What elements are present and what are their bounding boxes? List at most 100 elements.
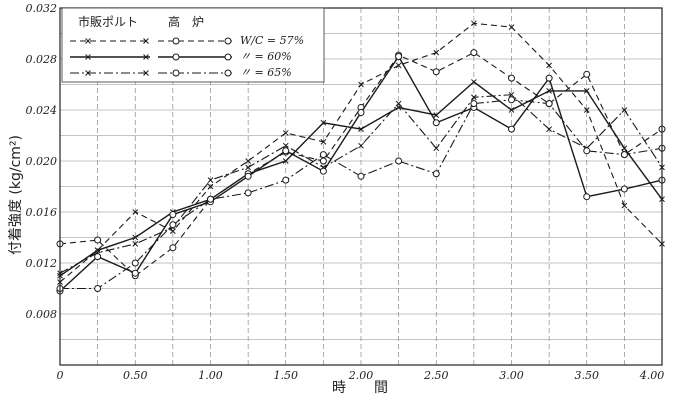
data-point-blast-furnace-wc57 xyxy=(508,74,515,82)
data-point-commercial-wc60 xyxy=(282,158,289,164)
marker-stroke xyxy=(433,145,440,152)
y-tick-label: 0.032 xyxy=(26,2,58,15)
data-point-commercial-wc65 xyxy=(282,142,289,149)
data-point-blast-furnace-wc65 xyxy=(207,195,214,203)
data-point-commercial-wc65 xyxy=(546,126,552,132)
data-point-commercial-wc57 xyxy=(320,139,327,145)
data-point-commercial-wc57 xyxy=(245,158,251,164)
data-point-blast-furnace-wc60 xyxy=(357,109,365,117)
data-point-blast-furnace-wc60 xyxy=(432,119,440,127)
marker-stroke xyxy=(85,38,91,44)
data-point-commercial-wc57 xyxy=(546,62,552,69)
marker-stroke xyxy=(282,130,289,136)
data-point-commercial-wc57 xyxy=(508,24,515,30)
legend-header-commercial: 市販ポルト xyxy=(78,14,138,29)
legend-marker-blast-furnace xyxy=(224,53,232,61)
data-point-commercial-wc57 xyxy=(207,183,214,190)
data-point-commercial-wc65 xyxy=(395,100,402,107)
legend-row-60: 〃 = 60% xyxy=(240,50,292,63)
data-point-commercial-wc65 xyxy=(245,164,251,171)
data-point-commercial-wc60 xyxy=(132,234,139,241)
data-point-blast-furnace-wc60 xyxy=(545,74,553,82)
marker-stroke xyxy=(508,107,515,113)
legend-header-blast-furnace: 高 炉 xyxy=(168,14,204,29)
x-axis-title: 時 間 xyxy=(332,380,388,396)
series-blast-furnace-wc60 xyxy=(56,52,666,295)
data-point-blast-furnace-wc60 xyxy=(395,52,403,60)
data-point-blast-furnace-wc65 xyxy=(583,147,591,155)
x-tick-label: 1.50 xyxy=(274,369,299,382)
data-point-blast-furnace-wc65 xyxy=(620,151,628,159)
data-point-blast-furnace-wc65 xyxy=(244,189,252,197)
marker-stroke xyxy=(143,38,149,44)
x-tick-label: 3.00 xyxy=(499,369,524,382)
y-tick-label: 0.008 xyxy=(26,308,58,321)
data-point-commercial-wc60 xyxy=(358,126,364,132)
data-point-blast-furnace-wc65 xyxy=(94,285,102,292)
legend-row-65: 〃 = 65% xyxy=(240,66,292,79)
data-point-commercial-wc57 xyxy=(621,202,628,209)
marker-stroke xyxy=(546,126,552,132)
x-tick-label: 1.00 xyxy=(198,369,223,382)
legend-box xyxy=(61,7,325,83)
data-point-commercial-wc65 xyxy=(621,107,628,113)
marker-stroke xyxy=(282,142,289,149)
marker-stroke xyxy=(546,88,552,94)
legend-marker-commercial xyxy=(143,70,149,76)
data-point-blast-furnace-wc57 xyxy=(432,68,440,76)
marker-stroke xyxy=(132,209,139,215)
marker-stroke xyxy=(132,241,139,247)
data-point-commercial-wc60 xyxy=(546,88,552,94)
data-point-commercial-wc60 xyxy=(471,79,477,85)
y-tick-label: 0.028 xyxy=(26,53,58,66)
data-point-commercial-wc60 xyxy=(583,88,590,94)
data-point-blast-furnace-wc65 xyxy=(319,151,327,159)
marker-stroke xyxy=(508,91,515,98)
data-point-blast-furnace-wc57 xyxy=(94,236,102,244)
data-point-blast-furnace-wc65 xyxy=(470,100,478,108)
x-tick-label: 2.50 xyxy=(423,369,449,382)
marker-stroke xyxy=(508,24,515,30)
legend-samples xyxy=(70,37,232,77)
data-point-blast-furnace-wc60 xyxy=(319,167,327,175)
data-point-commercial-wc60 xyxy=(94,247,101,254)
marker-stroke xyxy=(621,202,628,209)
marker-stroke xyxy=(583,107,590,113)
data-point-blast-furnace-wc65 xyxy=(169,221,177,229)
series-blast-furnace-wc65 xyxy=(56,96,666,292)
marker-stroke xyxy=(395,100,402,107)
data-point-commercial-wc65 xyxy=(433,145,440,152)
y-tick-label: 0.020 xyxy=(26,155,58,168)
data-point-commercial-wc57 xyxy=(471,20,477,27)
data-point-blast-furnace-wc65 xyxy=(545,100,553,108)
chart-tick-labels: 0 0.50 1.00 1.50 2.00 2.50 3.00 3.50 4.00 0.008 0.… xyxy=(26,2,665,382)
y-axis-title: 付着強度 (kg/cm²) xyxy=(8,135,24,255)
legend-marker-commercial xyxy=(85,38,91,44)
y-tick-label: 0.024 xyxy=(26,104,58,117)
legend-marker-blast-furnace xyxy=(172,53,180,61)
data-point-blast-furnace-wc60 xyxy=(583,193,591,201)
legend-marker-blast-furnace xyxy=(172,37,180,45)
data-point-blast-furnace-wc60 xyxy=(244,172,252,180)
data-point-blast-furnace-wc57 xyxy=(319,157,327,165)
data-point-blast-furnace-wc60 xyxy=(169,211,177,219)
marker-stroke xyxy=(85,70,91,76)
marker-stroke xyxy=(471,79,477,85)
data-point-commercial-wc60 xyxy=(320,119,327,126)
data-point-blast-furnace-wc65 xyxy=(357,172,365,180)
x-tick-label: 0 xyxy=(57,369,64,382)
chart-series xyxy=(56,20,666,295)
marker-stroke xyxy=(358,126,364,132)
data-point-commercial-wc65 xyxy=(132,241,139,247)
y-tick-label: 0.012 xyxy=(26,257,58,270)
marker-stroke xyxy=(143,70,149,76)
marker-stroke xyxy=(621,107,628,113)
marker-stroke xyxy=(358,81,364,88)
chart-legend: 市販ポルト 高 炉 W/C = 57% 〃 = 60% 〃 = 65% xyxy=(61,7,325,83)
data-point-blast-furnace-wc65 xyxy=(432,170,440,178)
marker-stroke xyxy=(358,142,364,149)
x-tick-label: 4.00 xyxy=(639,369,665,382)
data-point-blast-furnace-wc65 xyxy=(131,259,139,267)
x-tick-label: 2.00 xyxy=(348,369,374,382)
